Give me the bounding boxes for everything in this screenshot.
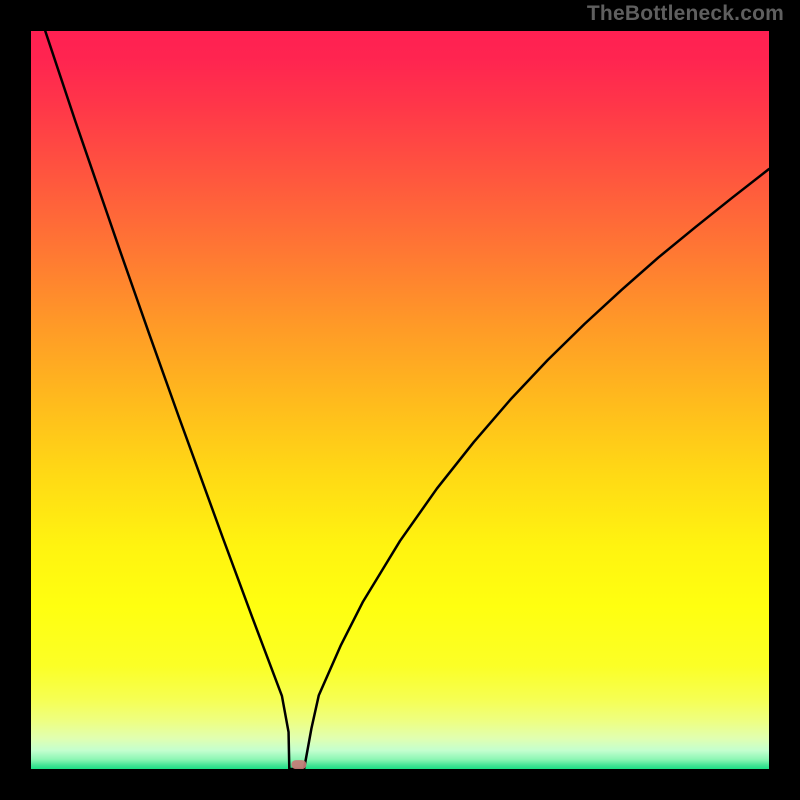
bottleneck-chart [0, 0, 800, 800]
watermark-text: TheBottleneck.com [587, 2, 784, 26]
plot-background-gradient [31, 31, 769, 769]
minimum-marker [291, 760, 306, 769]
